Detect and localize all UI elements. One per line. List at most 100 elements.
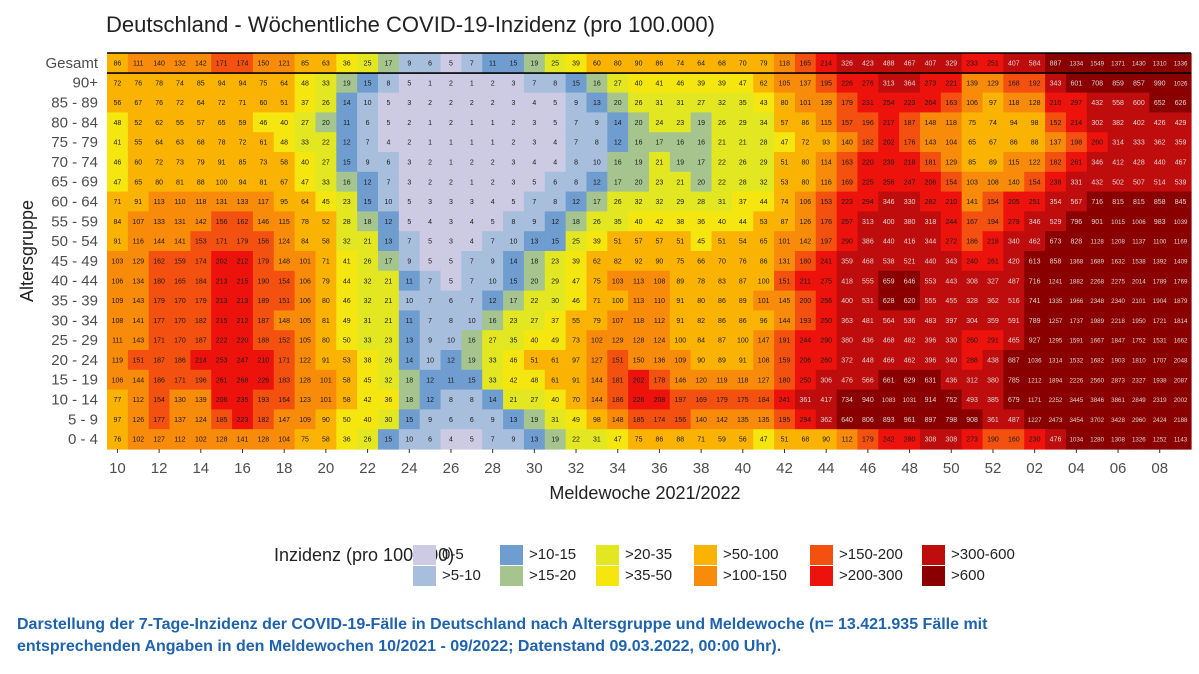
cell-value-label: 15 [343, 160, 351, 167]
cell-value-label: 440 [1154, 160, 1166, 167]
cell-value-label: 2348 [1090, 298, 1104, 305]
heatmap-cell [961, 251, 984, 272]
heatmap-cell [190, 409, 212, 430]
heatmap-cell [1065, 369, 1088, 391]
cell-value-label: 66 [697, 259, 705, 266]
heatmap-cell [669, 112, 692, 133]
cell-value-label: 81 [176, 179, 184, 186]
heatmap-cell [315, 112, 337, 133]
heatmap-cell [169, 72, 191, 94]
cell-value-label: 1591 [1069, 338, 1083, 345]
cell-value-label: 12 [572, 199, 580, 206]
heatmap-cell [378, 171, 400, 193]
cell-value-label: 26 [322, 100, 330, 107]
heatmap-cell [649, 92, 671, 113]
cell-value-label: 3 [428, 199, 432, 206]
cell-value-label: 127 [758, 377, 770, 384]
cell-value-label: 313 [862, 219, 874, 226]
cell-value-label: 17 [385, 61, 393, 68]
cell-value-label: 129 [987, 80, 999, 87]
cell-value-label: 308 [945, 437, 957, 444]
heatmap-cell [482, 112, 504, 133]
cell-value-label: 1241 [1049, 278, 1063, 285]
cell-value-label: 139 [966, 80, 978, 87]
heatmap-cell [857, 350, 879, 371]
cell-value-label: 5 [386, 100, 390, 107]
cell-value-label: 53 [760, 219, 768, 226]
cell-value-label: 60 [134, 160, 142, 167]
cell-value-label: 1950 [1132, 318, 1146, 325]
cell-value-label: 558 [1112, 100, 1124, 107]
cell-value-label: 168 [1008, 80, 1020, 87]
heatmap-cell [190, 270, 212, 292]
caption-line-2: entsprechenden Angaben in den Meldewoche… [17, 638, 782, 655]
heatmap-cell [419, 251, 442, 272]
cell-value-label: 242 [883, 437, 895, 444]
heatmap-cell [1045, 72, 1067, 94]
heatmap-cell [878, 330, 900, 351]
heatmap-cell [378, 112, 400, 133]
heatmap-cell [252, 171, 275, 193]
cell-value-label: 330 [904, 199, 916, 206]
cell-value-label: 84 [697, 338, 705, 345]
cell-value-label: 897 [925, 417, 937, 424]
cell-value-label: 5 [407, 199, 411, 206]
heatmap-cell [794, 270, 817, 292]
cell-value-label: 141 [237, 437, 249, 444]
heatmap-cell [732, 369, 754, 391]
heatmap-cell [1107, 290, 1130, 311]
heatmap-cell [961, 132, 984, 153]
cell-value-label: 45 [322, 199, 330, 206]
cell-value-label: 12 [343, 140, 351, 147]
cell-value-label: 10 [405, 298, 413, 305]
heatmap-cell [107, 429, 129, 450]
cell-value-label: 60 [593, 61, 601, 68]
cell-value-label: 2 [449, 179, 453, 186]
heatmap-cell [1149, 290, 1171, 311]
heatmap-cell [1149, 389, 1171, 410]
cell-value-label: 2 [407, 120, 411, 127]
heatmap-cell [794, 389, 817, 410]
heatmap-cell [586, 330, 608, 351]
heatmap-cell [878, 251, 900, 272]
heatmap-cell [357, 191, 379, 212]
cell-value-label: 251 [1029, 199, 1041, 206]
cell-value-label: 151 [779, 278, 791, 285]
cell-value-label: 4 [386, 140, 390, 147]
heatmap-cell [1170, 171, 1192, 193]
cell-value-label: 448 [862, 358, 874, 365]
x-tick-label: 42 [776, 460, 793, 477]
cell-value-label: 8 [553, 199, 557, 206]
cell-value-label: 214 [820, 61, 832, 68]
heatmap-cell [232, 290, 254, 311]
cell-value-label: 288 [966, 358, 978, 365]
cell-value-label: 8 [449, 318, 453, 325]
heatmap-cell [628, 251, 650, 272]
cell-value-label: 59 [239, 120, 247, 127]
cell-value-label: 32 [656, 199, 664, 206]
heatmap-cell [148, 270, 171, 292]
heatmap-cell [378, 409, 400, 430]
cell-value-label: 250 [820, 318, 832, 325]
heatmap-cell [315, 290, 337, 311]
heatmap-cell [607, 53, 629, 74]
heatmap-cell [669, 310, 692, 331]
heatmap-cell [878, 72, 900, 94]
cell-value-label: 502 [1112, 179, 1124, 186]
cell-value-label: 162 [237, 219, 249, 226]
heatmap-cell [753, 72, 775, 94]
cell-value-label: 80 [697, 298, 705, 305]
cell-value-label: 112 [133, 397, 144, 404]
cell-value-label: 2340 [1111, 298, 1125, 305]
cell-value-label: 31 [551, 417, 559, 424]
cell-value-label: 108 [987, 179, 999, 186]
heatmap-cell [586, 171, 608, 193]
heatmap-cell [523, 53, 546, 74]
heatmap-cell [711, 429, 733, 450]
heatmap-cell [523, 92, 546, 113]
cell-value-label: 141 [966, 199, 978, 206]
legend-swatch [694, 565, 717, 586]
cell-value-label: 462 [1029, 239, 1041, 246]
heatmap-cell [461, 92, 483, 113]
heatmap-cell [899, 350, 921, 371]
